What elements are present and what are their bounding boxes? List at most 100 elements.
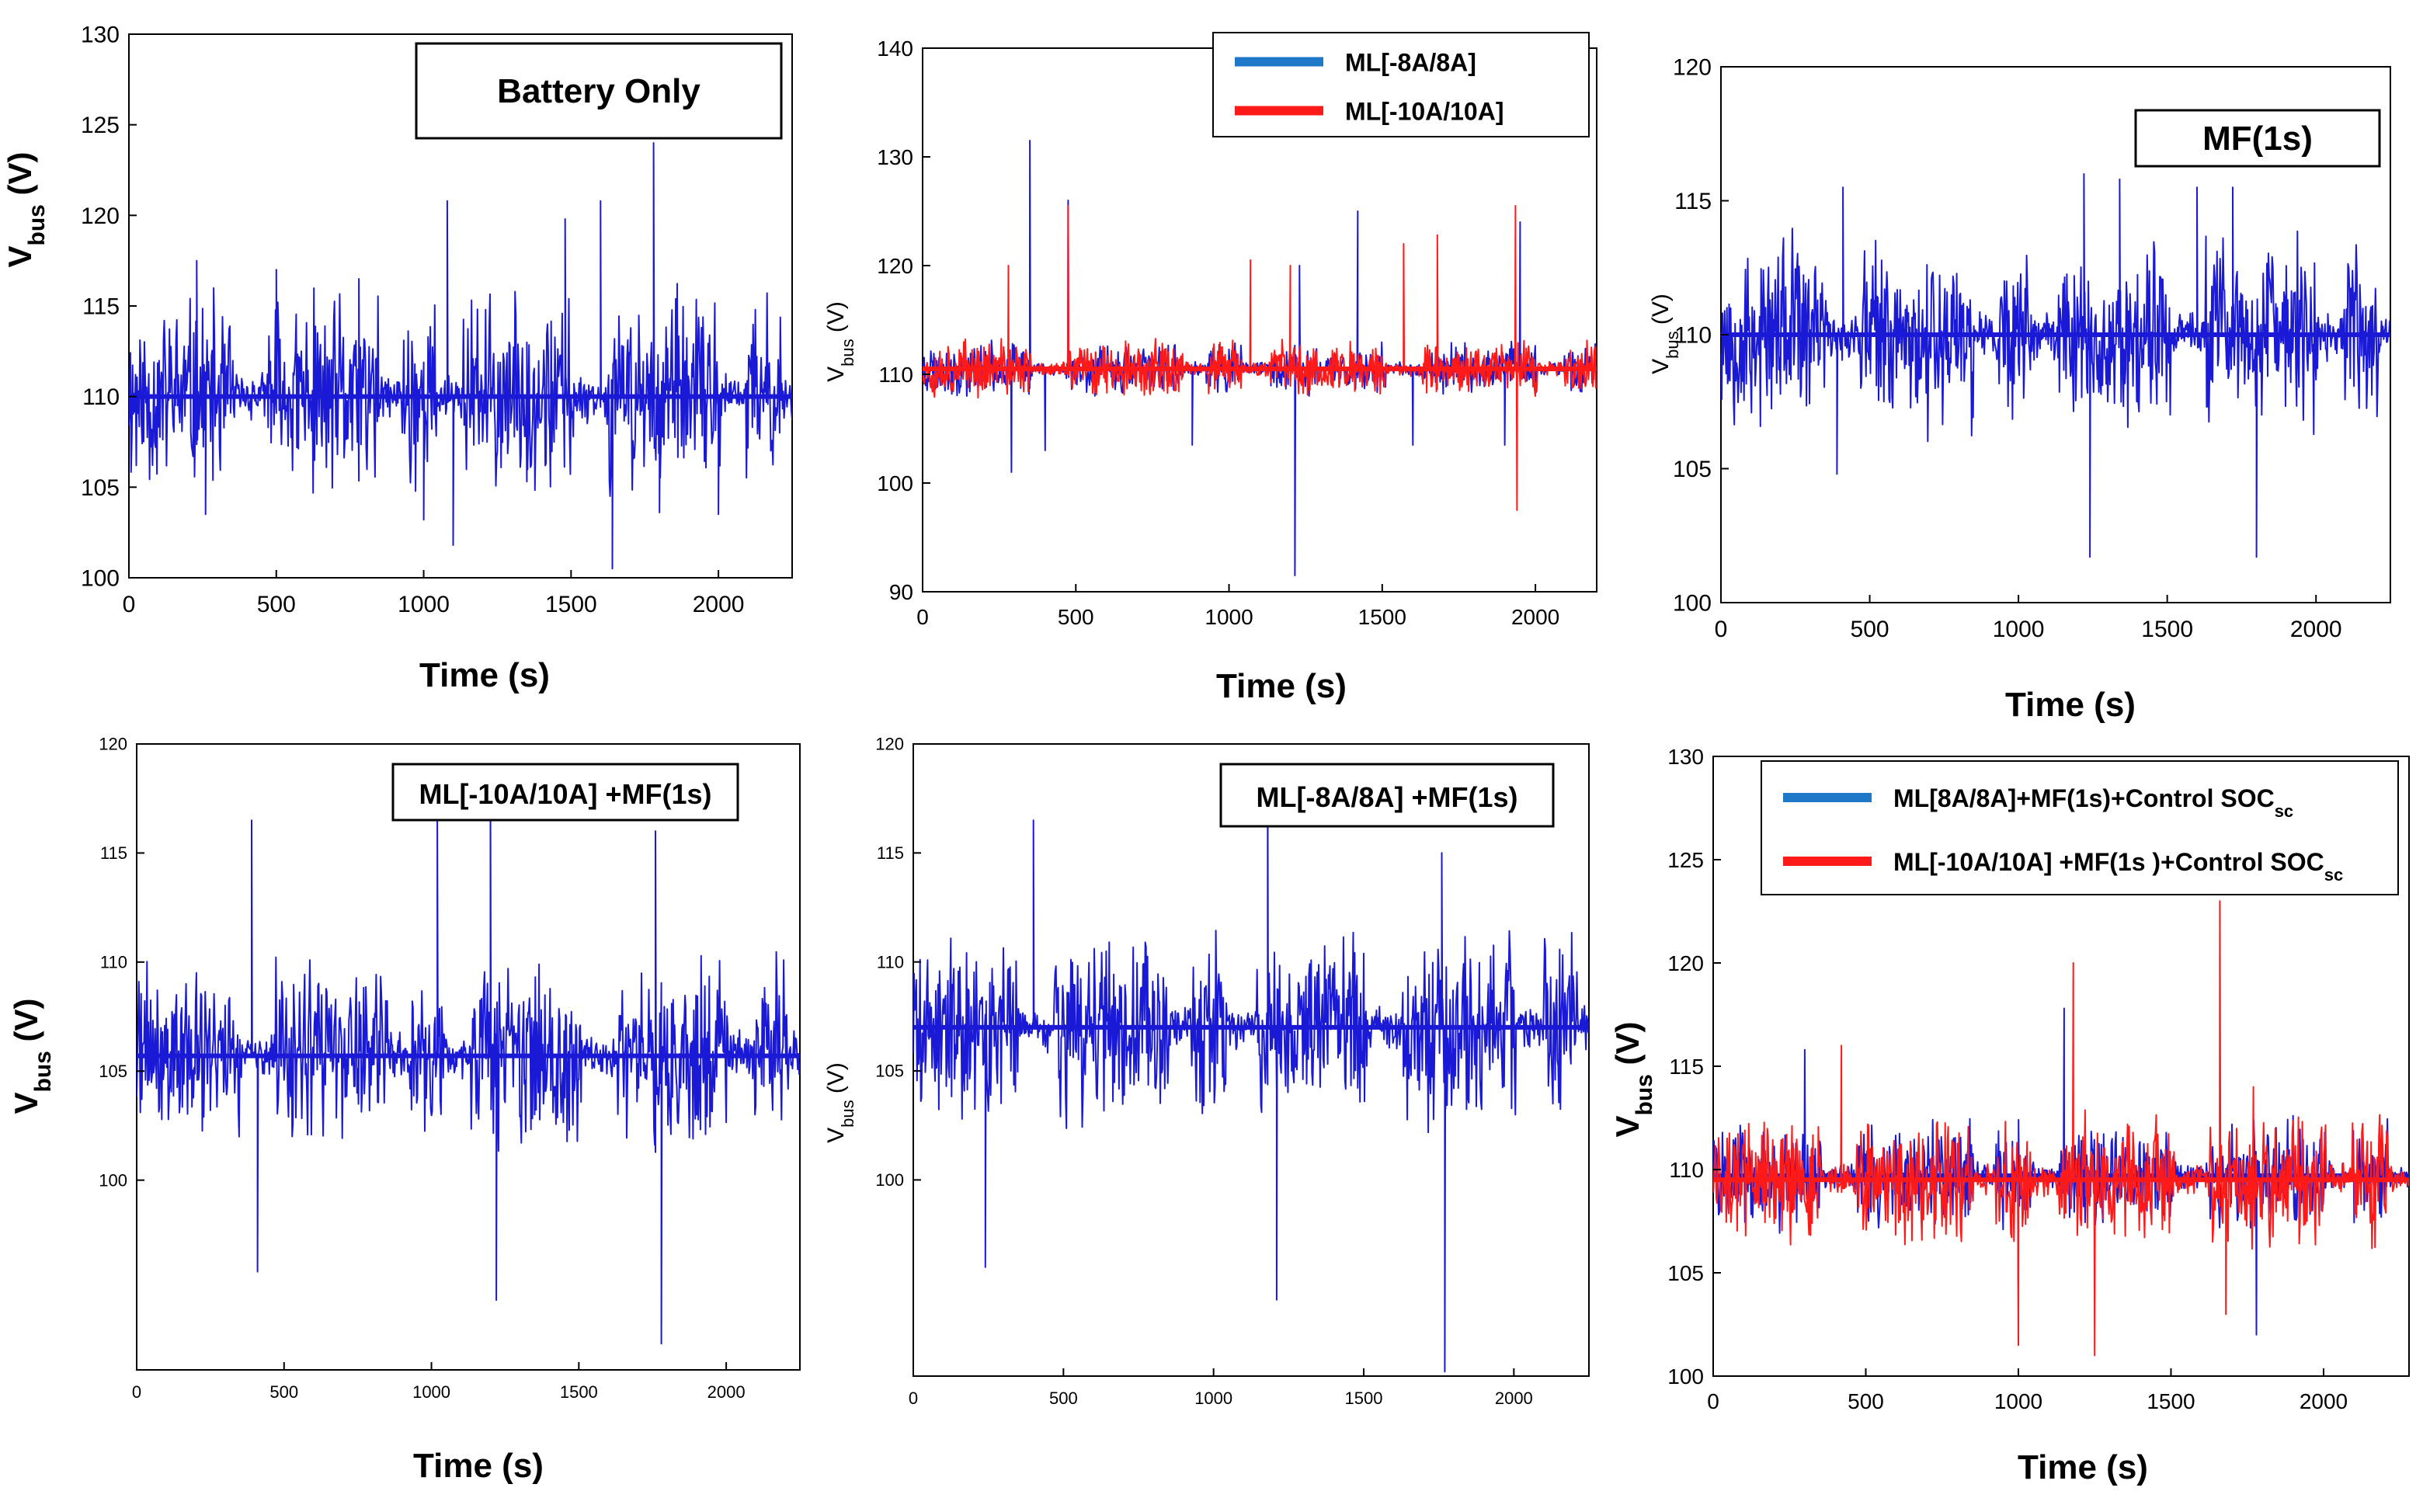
y-tick-label: 125 — [81, 113, 120, 138]
y-tick-label: 110 — [82, 384, 120, 410]
y-tick-label: 130 — [877, 145, 913, 169]
x-tick-label: 1500 — [2141, 617, 2193, 642]
annotation-box — [2134, 109, 2381, 168]
y-tick-label: 105 — [1667, 1261, 1704, 1285]
y-tick-label: 120 — [1667, 951, 1704, 975]
legend-box — [1212, 32, 1590, 137]
x-tick-label: 1000 — [398, 592, 450, 617]
x-tick-label: 500 — [1049, 1389, 1078, 1408]
x-axis-label: Time (s) — [419, 656, 550, 694]
x-tick-label: 500 — [1848, 1389, 1884, 1413]
series-line-1 — [129, 142, 792, 570]
y-tick-label: 100 — [877, 471, 913, 495]
x-axis-label: Time (s) — [2005, 686, 2136, 724]
annotation-label: Battery Only — [497, 72, 700, 110]
x-tick-label: 2000 — [2300, 1389, 2348, 1413]
legend-box — [1761, 760, 2399, 895]
x-tick-label: 0 — [916, 605, 929, 629]
y-tick-label: 115 — [1674, 189, 1712, 214]
plot-area — [1721, 173, 2390, 558]
annotation-label: ML[-10A/10A] +MF(1s) — [419, 778, 711, 810]
legend-entry: ML[-10A/10A] — [1345, 98, 1504, 126]
x-tick-label: 0 — [1715, 617, 1728, 642]
x-tick-label: 0 — [909, 1389, 918, 1408]
y-tick-label: 110 — [100, 953, 127, 972]
x-tick-label: 0 — [132, 1382, 141, 1402]
x-tick-label: 1000 — [1205, 605, 1253, 629]
y-tick-label: 100 — [81, 566, 120, 592]
y-tick-label: 130 — [1667, 745, 1704, 769]
x-tick-label: 1500 — [1358, 605, 1406, 629]
y-tick-label: 105 — [99, 1062, 127, 1081]
x-tick-label: 0 — [123, 592, 136, 617]
y-tick-label: 115 — [1669, 1055, 1704, 1079]
y-tick-label: 100 — [1667, 1364, 1704, 1389]
y-tick-label: 110 — [877, 952, 904, 972]
legend-entry: ML[8A/8A]+MF(1s)+Control SOCsc — [1893, 784, 2293, 821]
y-tick-label: 120 — [875, 735, 904, 754]
chart-panel-4: 0 500 1000 1500 2000 100 105 110 115 120 Vbus (V) T… — [8, 735, 801, 1485]
x-tick-label: 500 — [257, 592, 296, 617]
annotation-box — [391, 763, 739, 822]
x-tick-label: 1000 — [1194, 1389, 1232, 1408]
y-tick-label: 100 — [875, 1170, 904, 1190]
y-tick-label: 105 — [81, 475, 120, 501]
y-axis-label: Vbus (V) — [1609, 1021, 1657, 1137]
x-tick-label: 2000 — [1495, 1389, 1533, 1408]
x-tick-label: 2000 — [707, 1382, 746, 1402]
y-tick-label: 125 — [1667, 848, 1704, 872]
y-tick-label: 105 — [1673, 457, 1712, 482]
x-tick-label: 1500 — [2147, 1389, 2195, 1413]
x-tick-label: 500 — [1851, 617, 1889, 642]
x-tick-label: 1500 — [1345, 1389, 1383, 1408]
annotation-label: ML[-8A/8A] +MF(1s) — [1256, 781, 1517, 813]
legend-entry: ML[-8A/8A] — [1345, 49, 1476, 77]
x-tick-label: 1000 — [412, 1382, 450, 1402]
x-axis-label: Time (s) — [1216, 667, 1347, 705]
chart-panel-2: 0 500 1000 1500 2000 90 100 110 120 130 140 Vbus (V… — [823, 32, 1597, 705]
plot-area — [129, 142, 792, 570]
plot-area — [923, 140, 1597, 576]
x-tick-label: 0 — [1707, 1389, 1719, 1413]
y-tick-label: 100 — [1673, 591, 1712, 617]
plot-area — [913, 765, 1589, 1373]
chart-panel-5: 0 500 1000 1500 2000 100 105 110 115 120 Vbus (V) M… — [823, 735, 1590, 1408]
y-tick-label: 110 — [878, 363, 913, 387]
annotation-label: MF(1s) — [2202, 120, 2313, 158]
y-tick-label: 110 — [1674, 323, 1712, 349]
y-tick-label: 115 — [82, 294, 120, 320]
chart-panel-6: 0 500 1000 1500 2000 100 105 110 115 120 125 130 Vbu… — [1609, 745, 2410, 1486]
x-tick-label: 500 — [1058, 605, 1094, 629]
plot-area — [137, 776, 800, 1345]
plot-area — [1713, 900, 2409, 1357]
y-tick-label: 115 — [877, 843, 904, 863]
y-tick-label: 115 — [100, 843, 127, 863]
y-tick-label: 120 — [877, 254, 913, 278]
y-axis-label: Vbus (V) — [1648, 294, 1682, 374]
x-tick-label: 1500 — [560, 1382, 598, 1402]
plot-frame — [922, 47, 1597, 593]
y-tick-label: 100 — [99, 1170, 127, 1190]
x-axis-label: Time (s) — [413, 1447, 544, 1485]
y-tick-label: 120 — [99, 735, 127, 754]
y-tick-label: 120 — [1673, 55, 1712, 81]
y-axis-label: Vbus (V) — [823, 1062, 857, 1143]
y-axis-label: Vbus (V) — [8, 998, 56, 1114]
y-tick-label: 110 — [1669, 1158, 1704, 1182]
annotation-box — [415, 42, 783, 140]
x-tick-label: 1000 — [1993, 617, 2045, 642]
y-tick-label: 90 — [889, 580, 913, 604]
y-tick-label: 130 — [81, 23, 120, 48]
chart-panel-1: 0 500 1000 1500 2000 100 105 110 115 120 125 130 Vbu… — [2, 23, 793, 694]
annotation-box — [1219, 763, 1555, 828]
y-tick-label: 120 — [81, 203, 120, 229]
y-tick-label: 105 — [875, 1062, 904, 1081]
y-tick-label: 140 — [877, 36, 913, 61]
legend-entry: ML[-10A/10A] +MF(1s )+Control SOCsc — [1893, 848, 2343, 885]
x-tick-label: 1500 — [545, 592, 597, 617]
x-tick-label: 500 — [269, 1382, 298, 1402]
x-tick-label: 1000 — [1994, 1389, 2042, 1413]
y-axis-label: Vbus (V) — [2, 151, 50, 267]
y-axis-label: Vbus (V) — [823, 301, 857, 382]
